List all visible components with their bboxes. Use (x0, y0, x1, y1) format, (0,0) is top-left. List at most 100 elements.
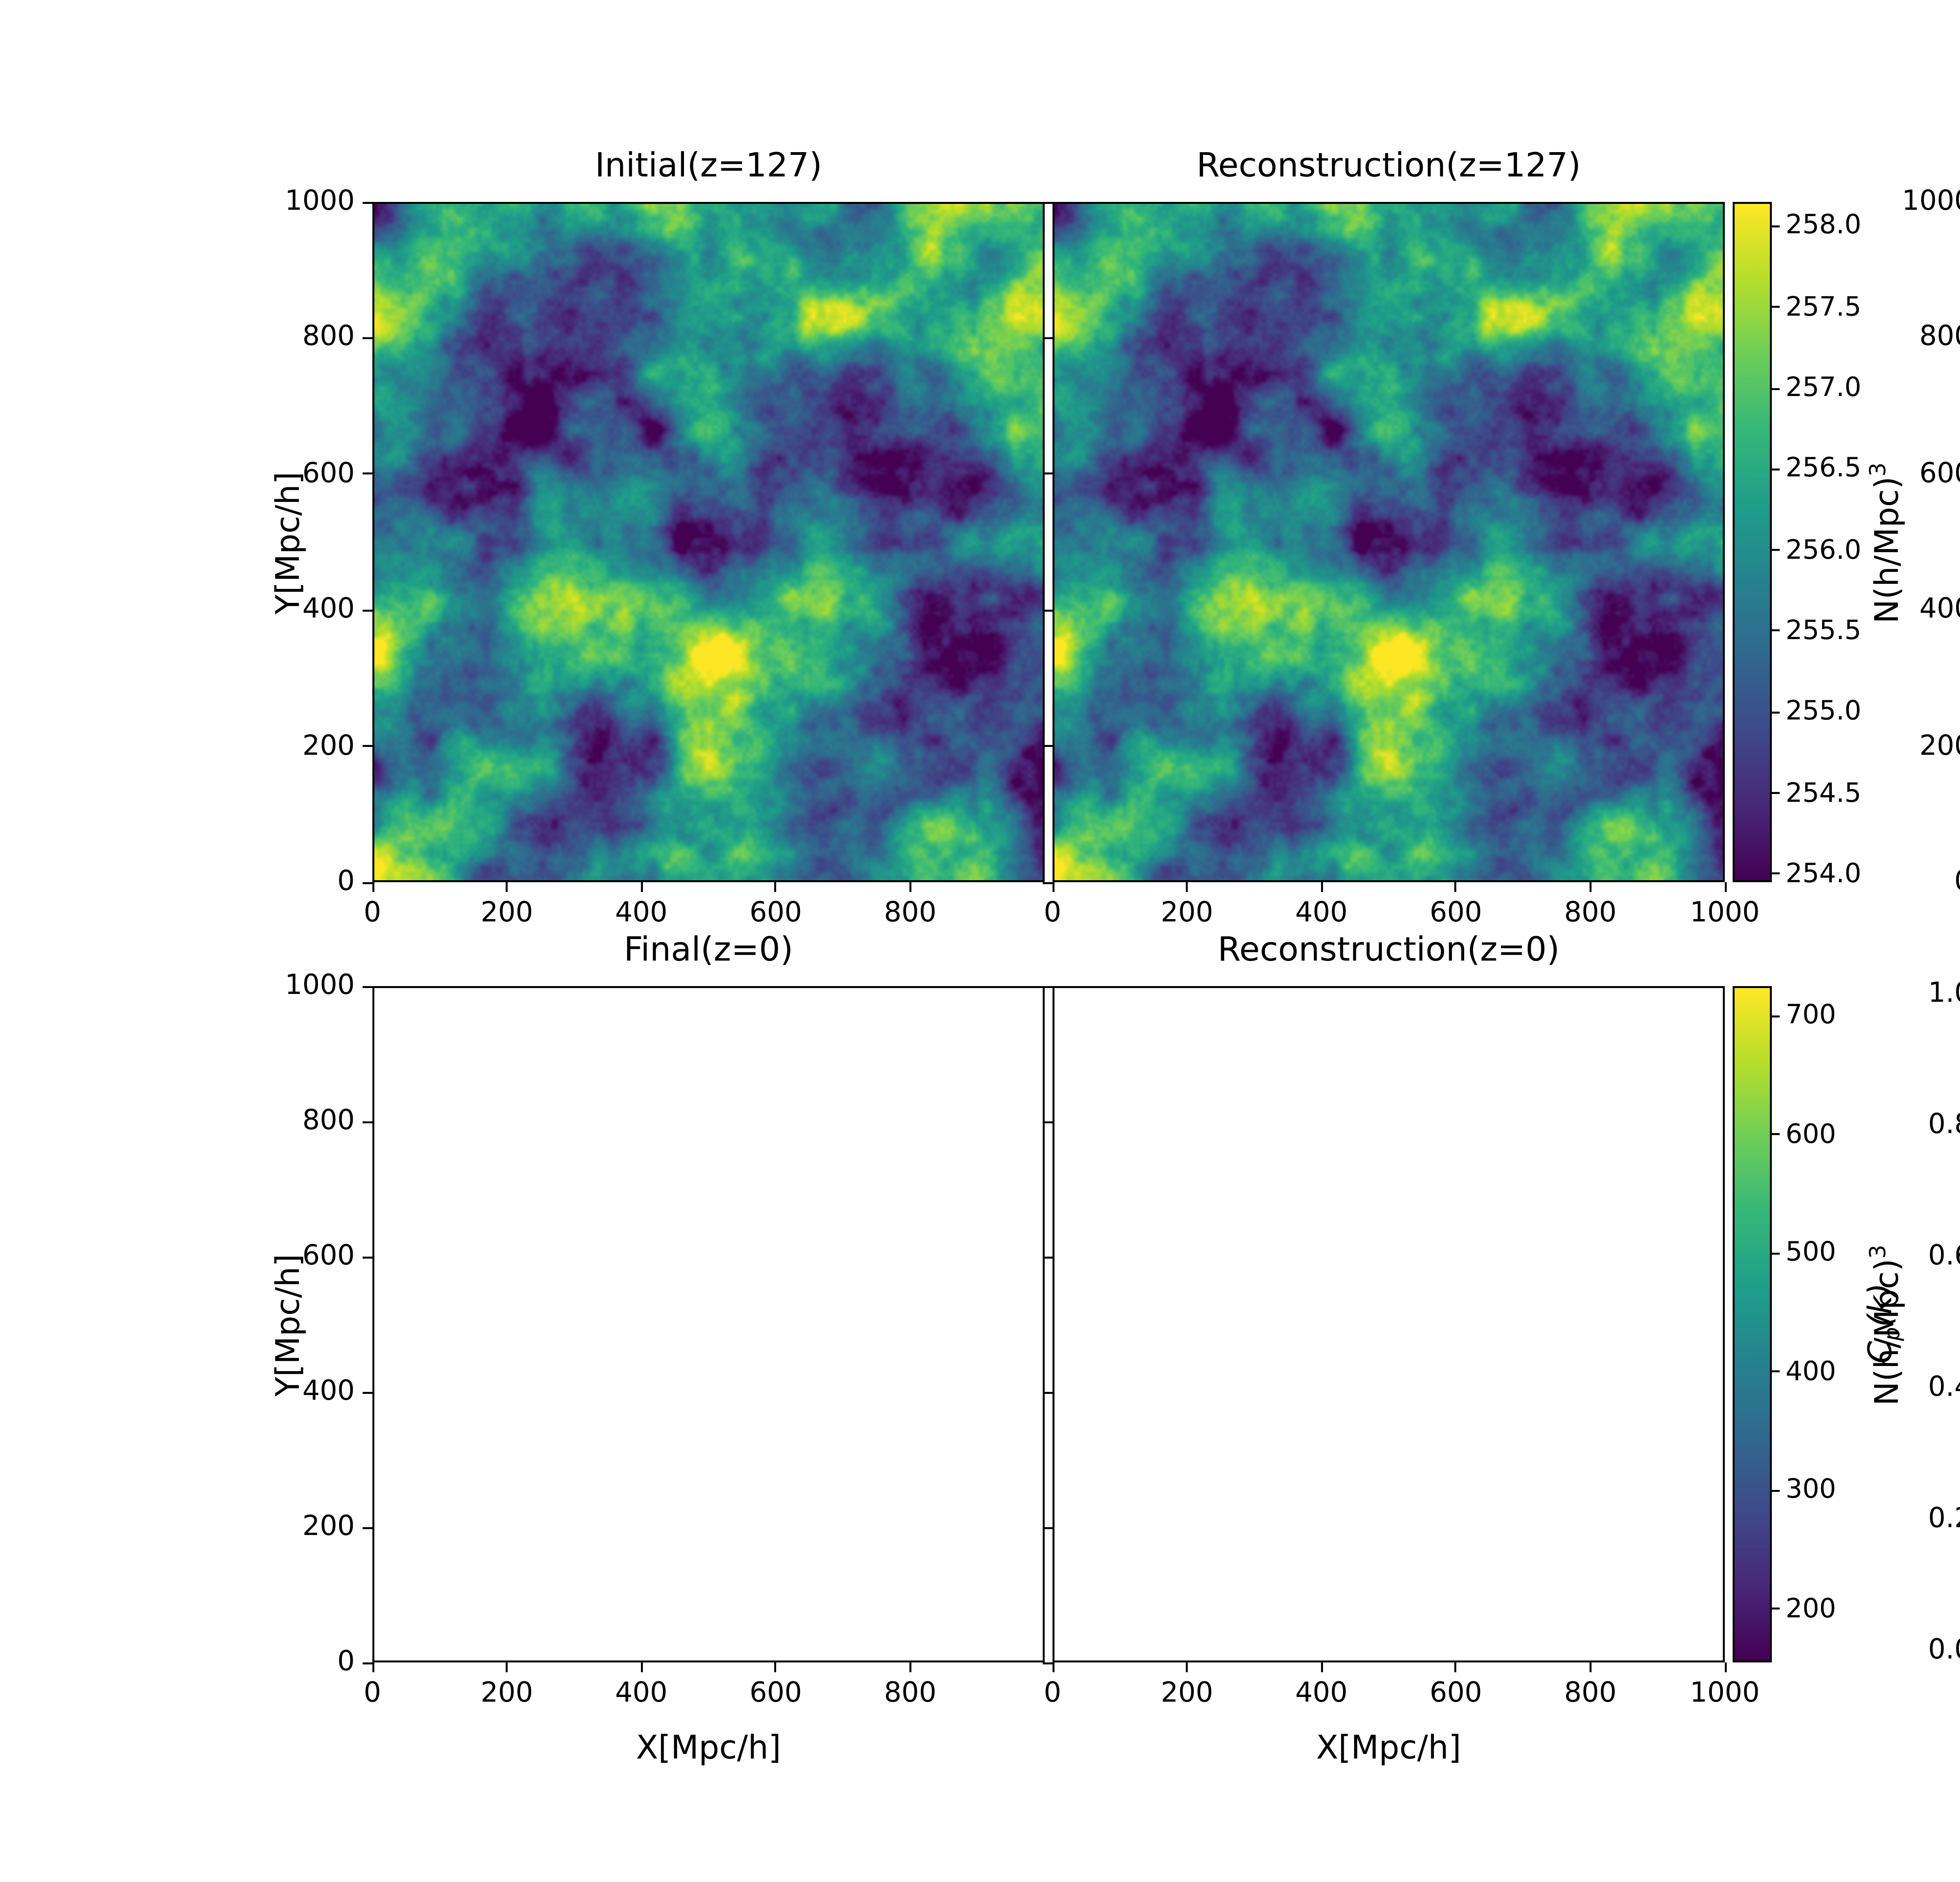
x-tick-label: 0 (363, 898, 381, 929)
x-tick-label: 1000 (1690, 898, 1760, 929)
colorbar-tick-label: 258.0 (1786, 210, 1862, 242)
x-tick-mark (775, 882, 777, 892)
x-tick-mark (1320, 882, 1323, 892)
x-tick-mark (1051, 882, 1054, 892)
colorbar-tick-mark (1772, 468, 1780, 470)
y-tick-label: 0 (337, 867, 355, 898)
y-tick-mark (363, 1526, 372, 1528)
y-tick-label: 200 (302, 730, 355, 762)
heatmap-final-z0 (372, 986, 1045, 1662)
x-tick-label: 0 (363, 1678, 381, 1709)
x-tick-mark (1051, 1662, 1054, 1672)
density-field-canvas-recon-z0 (1054, 988, 1723, 1660)
colorbar-tick-mark (1772, 873, 1780, 875)
x-tick-label: 400 (1295, 898, 1348, 929)
density-field-canvas-initial (374, 204, 1043, 880)
y-tick-label: 0.4 (1928, 1372, 1960, 1404)
colorbar-tick-mark (1772, 1015, 1780, 1017)
y-tick-label: 1000 (285, 186, 355, 218)
density-field-canvas-final (374, 988, 1043, 1660)
y-tick-mark (363, 745, 372, 747)
heatmap-initial-z127 (372, 202, 1045, 882)
colorbar-density-z127 (1733, 202, 1772, 882)
colorbar-tick-mark (1772, 387, 1780, 389)
colorbar-label-text: N(h/Mpc) (1868, 1257, 1906, 1405)
y-tick-mark (363, 337, 372, 339)
x-tick-label: 600 (1430, 898, 1482, 929)
colorbar-label-z0: N(h/Mpc)3 (1866, 1244, 1906, 1405)
x-tick-mark (1186, 1662, 1188, 1672)
y-tick-mark (363, 1255, 372, 1258)
y-tick-label: 400 (302, 1376, 355, 1408)
y-tick-label: 400 (1919, 594, 1960, 626)
x-tick-mark (1589, 1662, 1592, 1672)
x-axis-label-text: X[Mpc/h] (636, 1729, 781, 1766)
x-tick-label: 200 (1161, 1678, 1213, 1709)
x-tick-mark (1724, 882, 1726, 892)
y-tick-mark (363, 881, 372, 883)
x-tick-label: 0 (1044, 1678, 1062, 1709)
x-tick-mark (1589, 882, 1592, 892)
y-tick-label: 0.0 (1928, 1635, 1960, 1666)
colorbar-tick-label: 257.0 (1786, 372, 1862, 404)
colorbar-tick-label: 400 (1786, 1356, 1836, 1388)
colorbar-tick-mark (1772, 1252, 1780, 1254)
y-tick-mark (363, 201, 372, 203)
colorbar-tick-mark (1772, 306, 1780, 308)
colorbar-tick-label: 254.0 (1786, 858, 1862, 890)
colorbar-tick-label: 200 (1786, 1593, 1836, 1625)
y-tick-label: 600 (302, 1241, 355, 1272)
colorbar-tick-label: 255.5 (1786, 615, 1862, 647)
heatmap-reconstruction-z0 (1053, 986, 1725, 1662)
colorbar-tick-mark (1772, 549, 1780, 551)
x-tick-label: 1000 (1690, 1678, 1760, 1709)
colorbar-density-z0 (1733, 986, 1772, 1662)
colorbar-label-sup: 3 (1865, 1244, 1891, 1258)
x-tick-mark (775, 1662, 777, 1672)
x-tick-mark (1724, 1662, 1726, 1672)
colorbar-tick-label: 256.5 (1786, 453, 1862, 485)
x-axis-label-final: X[Mpc/h] (636, 1729, 781, 1766)
x-tick-mark (371, 1662, 374, 1672)
y-axis-label-top: Y[Mpc/h] (270, 471, 307, 614)
x-tick-mark (1186, 882, 1188, 892)
x-tick-label: 0 (1044, 898, 1062, 929)
x-tick-mark (1455, 882, 1457, 892)
title-reconstruction-z0: Reconstruction(z=0) (1218, 931, 1560, 970)
colorbar-tick-label: 257.5 (1786, 291, 1862, 323)
x-tick-label: 800 (1564, 1678, 1617, 1709)
x-tick-label: 400 (1295, 1678, 1348, 1709)
x-tick-mark (506, 882, 508, 892)
y-tick-mark (363, 1661, 372, 1664)
colorbar-tick-label: 700 (1786, 1000, 1836, 1032)
x-tick-mark (506, 1662, 508, 1672)
y-tick-mark (363, 985, 372, 987)
y-tick-mark (363, 473, 372, 475)
x-tick-label: 600 (1430, 1678, 1482, 1709)
y-tick-mark (363, 1120, 372, 1123)
colorbar-tick-label: 256.0 (1786, 534, 1862, 566)
x-tick-label: 400 (615, 1678, 668, 1709)
y-tick-mark (363, 609, 372, 611)
x-tick-label: 800 (884, 898, 936, 929)
y-tick-label: 800 (302, 1106, 355, 1137)
colorbar-tick-label: 500 (1786, 1237, 1836, 1269)
x-tick-mark (640, 1662, 642, 1672)
colorbar-tick-mark (1772, 1608, 1780, 1610)
x-tick-label: 200 (481, 1678, 533, 1709)
y-tick-label: 1000 (285, 970, 355, 1002)
x-tick-mark (909, 1662, 911, 1672)
colorbar-tick-mark (1772, 1133, 1780, 1135)
density-field-canvas-recon-z127 (1054, 204, 1723, 880)
colorbar-tick-mark (1772, 792, 1780, 794)
x-tick-mark (371, 882, 374, 892)
colorbar-label-text: N(h/Mpc) (1868, 475, 1906, 623)
title-reconstruction-z127: Reconstruction(z=127) (1196, 147, 1581, 186)
y-tick-label: 0.6 (1928, 1241, 1960, 1272)
y-tick-label: 1.0 (1928, 978, 1960, 1010)
y-tick-label: 0.8 (1928, 1110, 1960, 1141)
colorbar-tick-label: 300 (1786, 1475, 1836, 1506)
x-axis-label-recon-z0: X[Mpc/h] (1316, 1729, 1461, 1766)
x-tick-label: 400 (615, 898, 668, 929)
y-tick-label: 600 (1919, 458, 1960, 490)
